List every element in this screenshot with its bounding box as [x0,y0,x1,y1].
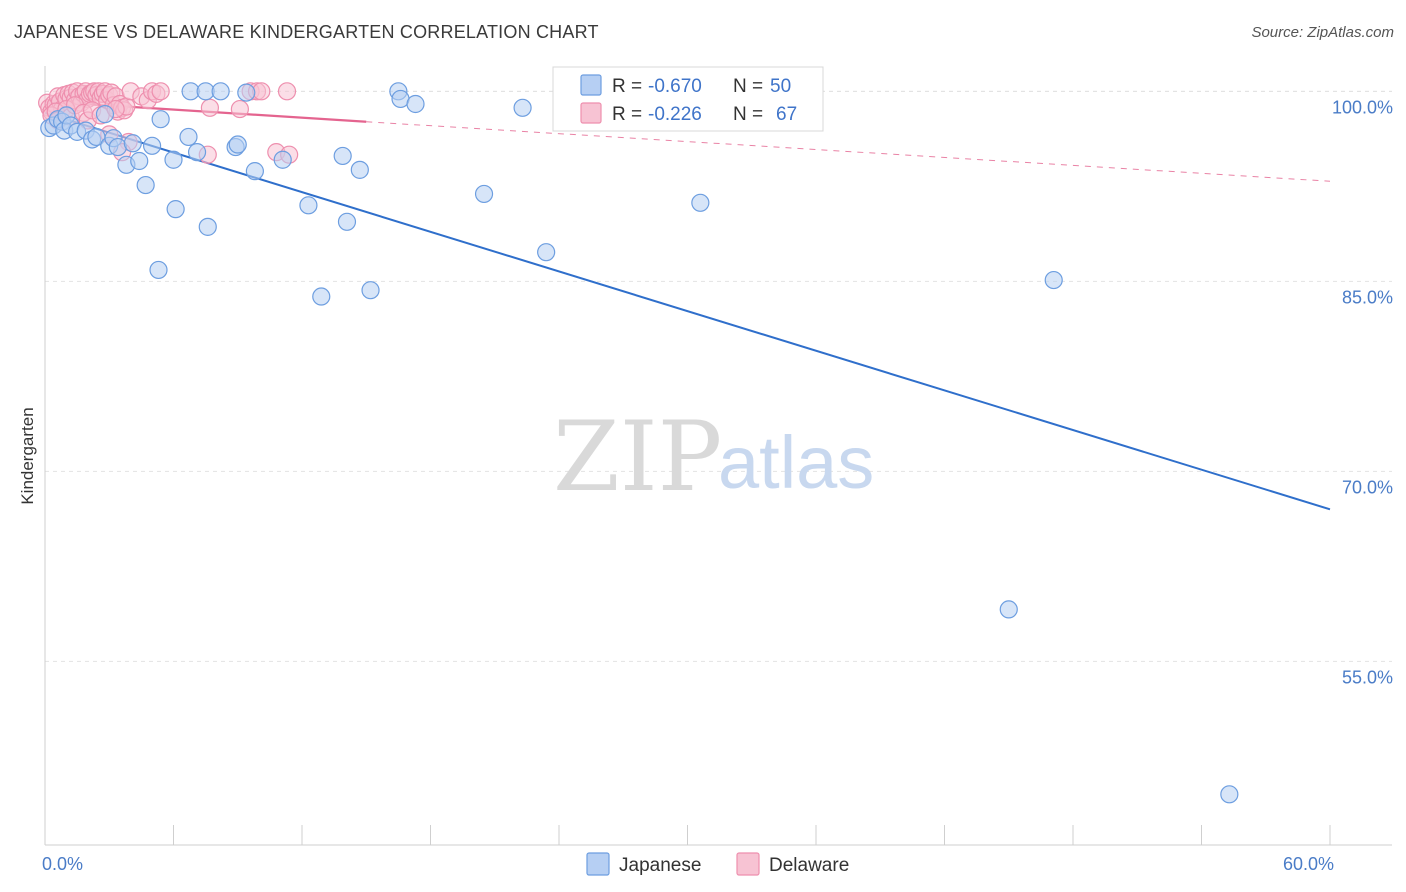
japanese-point [1044,270,1063,290]
japanese-point [474,184,494,204]
japanese-point [337,212,357,231]
japanese-point [333,146,352,166]
legend-delaware-swatch [580,102,602,124]
delaware-trend-extension [366,121,1331,182]
x-tick-labels: 0.0% 60.0% [42,854,1334,874]
japanese-point [179,127,198,147]
japanese-point [999,600,1018,619]
y-tick-label: 55.0% [1342,667,1393,687]
japanese-point [537,243,556,262]
japanese-point [299,196,318,215]
japanese-point [361,281,380,300]
delaware-point [277,82,297,101]
japanese-point [691,193,710,212]
japanese-point [130,151,149,171]
legend-delaware-r-label: R = [612,104,642,125]
delaware-point [200,98,220,117]
bottom-legend-japanese-label: Japanese [619,855,701,876]
japanese-point [136,175,155,195]
japanese-point [149,260,168,280]
x-tick-label: 60.0% [1283,854,1334,874]
watermark-zip: ZIP [553,401,722,513]
watermark-atlas: atlas [718,421,874,504]
y-tick-label: 100.0% [1332,97,1393,117]
japanese-point [245,162,264,181]
japanese-point [312,287,331,306]
y-tick-label: 85.0% [1342,287,1393,307]
legend-japanese-swatch [580,74,602,96]
japanese-point [142,136,162,155]
japanese-point [228,135,247,154]
japanese-point [513,98,532,117]
legend-delaware-n-label: N = [733,104,763,125]
delaware-point [252,82,271,101]
japanese-point [123,134,142,153]
source-label: Source: ZipAtlas.com [1251,24,1394,41]
x-tick-label: 0.0% [42,854,83,874]
japanese-point [187,143,207,162]
y-axis-label: Kindergarten [18,407,37,504]
series-legend: Japanese Delaware [586,852,849,876]
legend-japanese-n-value: 50 [770,76,791,97]
chart-title: JAPANESE VS DELAWARE KINDERGARTEN CORREL… [14,22,599,42]
legend-delaware-n-value: 67 [776,104,797,125]
correlation-legend: R = -0.670 N = 50 R = -0.226 N = 67 [552,66,824,132]
japanese-point [406,94,425,114]
grid-lines [45,90,1392,662]
bottom-legend-delaware-swatch [736,852,760,876]
japanese-point [108,137,127,157]
japanese-points [40,82,1239,804]
legend-japanese-r-value: -0.670 [648,76,702,97]
legend-japanese-n-label: N = [733,76,763,97]
japanese-point [1220,785,1239,804]
japanese-point [273,150,292,169]
delaware-point [151,82,170,101]
watermark: ZIP atlas [553,401,874,513]
delaware-point [230,99,249,119]
y-tick-label: 70.0% [1342,477,1393,497]
y-tick-labels: 100.0% 85.0% 70.0% 55.0% [1332,97,1393,687]
bottom-legend-japanese-swatch [586,852,610,876]
legend-delaware-r-value: -0.226 [648,104,702,125]
bottom-legend-delaware-label: Delaware [769,855,849,876]
japanese-point [151,110,170,129]
japanese-point [164,150,183,169]
axes [44,66,1392,846]
legend-japanese-r-label: R = [612,76,642,97]
japanese-point [350,160,369,179]
japanese-point [166,200,185,219]
japanese-point [95,105,115,124]
japanese-point [198,217,217,236]
japanese-point [237,83,256,102]
japanese-point [211,82,230,101]
